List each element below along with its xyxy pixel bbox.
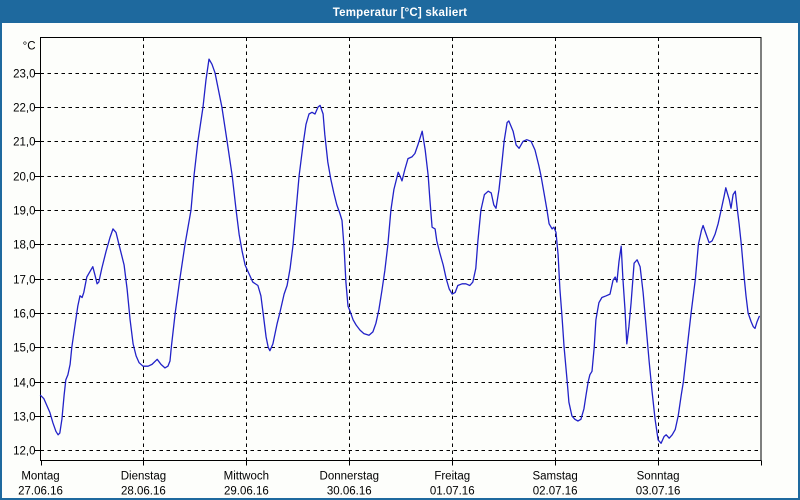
window-title: Temperatur [°C] skaliert [332, 6, 468, 19]
temperature-line [39, 58, 760, 444]
y-tick-label: 22,0 [13, 103, 35, 115]
y-tick-label: 15,0 [13, 343, 35, 355]
y-tick-label: 12,0 [13, 446, 35, 458]
date-label: 03.07.16 [636, 486, 681, 498]
day-label: Donnerstag [320, 471, 379, 483]
date-label: 27.06.16 [18, 486, 63, 498]
date-label: 29.06.16 [224, 486, 269, 498]
y-axis-unit-label: °C [23, 41, 36, 53]
y-tick-label: 19,0 [13, 206, 35, 218]
y-tick-label: 17,0 [13, 275, 35, 287]
day-label: Freitag [434, 471, 470, 483]
day-label: Dienstag [121, 471, 166, 483]
y-tick-label: 20,0 [13, 172, 35, 184]
plot-border [40, 37, 762, 461]
day-label: Samstag [532, 471, 577, 483]
day-label: Sonntag [637, 471, 680, 483]
date-label: 02.07.16 [533, 486, 578, 498]
day-label: Mittwoch [224, 471, 269, 483]
y-tick-label: 16,0 [13, 309, 35, 321]
date-label: 01.07.16 [430, 486, 475, 498]
y-tick-label: 23,0 [13, 69, 35, 81]
y-tick-label: 21,0 [13, 137, 35, 149]
title-bar: Temperatur [°C] skaliert [2, 2, 798, 23]
day-label: Montag [21, 471, 59, 483]
y-tick-label: 13,0 [13, 412, 35, 424]
date-label: 28.06.16 [121, 486, 166, 498]
y-tick-label: 18,0 [13, 240, 35, 252]
date-label: 30.06.16 [327, 486, 372, 498]
y-tick-label: 14,0 [13, 378, 35, 390]
